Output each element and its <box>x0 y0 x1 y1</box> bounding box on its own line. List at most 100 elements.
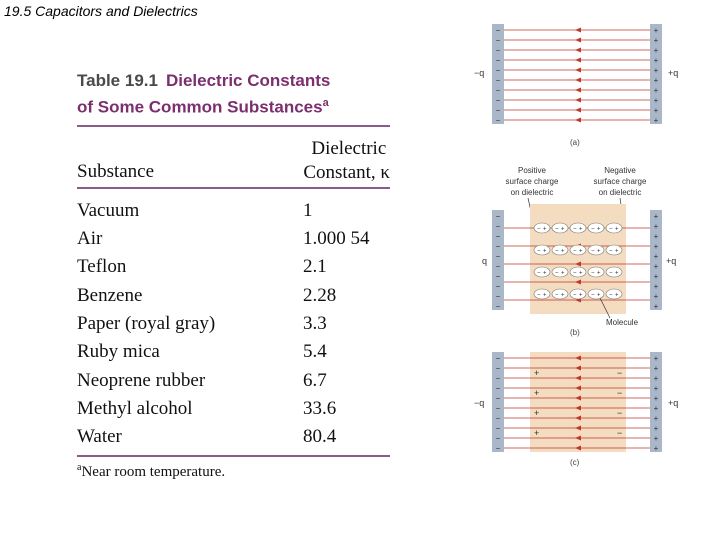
substance-cell: Water <box>77 426 122 448</box>
molecule-plus: + <box>561 293 565 299</box>
minus-sign: − <box>496 86 501 95</box>
molecule <box>533 266 551 278</box>
header-constant-line2: Constant, κ <box>303 161 390 183</box>
minus-sign: − <box>496 404 501 413</box>
substance-cell: Paper (royal gray) <box>77 312 216 334</box>
molecule <box>569 222 587 234</box>
molecule-minus: − <box>609 293 613 299</box>
plus-sign: + <box>654 76 659 85</box>
surface-plus: + <box>534 368 539 378</box>
positive-label-2: surface charge <box>506 177 559 186</box>
surface-plus: + <box>534 408 539 418</box>
plus-sign: + <box>654 46 659 55</box>
table-title-line2: of Some Common Substances <box>77 97 323 117</box>
minus-sign: − <box>496 56 501 65</box>
molecule <box>569 266 587 278</box>
charges-a: − + − + − + − + − + − + − + − + − + − + <box>496 26 659 125</box>
molecule-plus: + <box>597 227 601 233</box>
minus-sign: − <box>496 282 501 291</box>
molecule-plus: + <box>579 249 583 255</box>
molecule <box>533 288 551 300</box>
field-arrow <box>575 445 581 451</box>
molecule-minus: − <box>537 227 541 233</box>
plus-sign: + <box>654 242 659 251</box>
plus-sign: + <box>654 444 659 453</box>
molecule <box>605 244 623 256</box>
surface-plus: + <box>534 428 539 438</box>
table-header: Substance Dielectric Constant, κ <box>77 127 390 185</box>
plus-sign: + <box>654 212 659 221</box>
constant-cell: 5.4 <box>303 341 327 363</box>
plus-sign: + <box>654 302 659 311</box>
field-arrow <box>575 425 581 431</box>
field-arrow <box>575 365 581 371</box>
molecule-minus: − <box>609 271 613 277</box>
negative-label-3: on dielectric <box>599 188 642 197</box>
field-arrow <box>575 415 581 421</box>
field-lines-c <box>504 355 650 451</box>
table-row: Paper (royal gray) 3.3 <box>77 310 390 338</box>
field-arrow <box>575 261 581 267</box>
molecule-plus: + <box>615 249 619 255</box>
plus-sign: + <box>654 56 659 65</box>
label-plus-q-c: +q <box>668 398 678 408</box>
minus-sign: − <box>496 66 501 75</box>
caption-a: (a) <box>570 138 580 147</box>
plus-sign: + <box>654 424 659 433</box>
molecules-b: − + − + − + − + − +− + − + − + − + − +− + − + − + − + − +− + − + − + − + − + <box>533 222 623 300</box>
plus-sign: + <box>654 232 659 241</box>
minus-sign: − <box>496 424 501 433</box>
field-arrow <box>575 87 581 93</box>
molecule-minus: − <box>555 227 559 233</box>
plus-sign: + <box>654 384 659 393</box>
minus-sign: − <box>496 222 501 231</box>
molecule <box>551 288 569 300</box>
constant-cell: 3.3 <box>303 312 327 334</box>
surface-minus: − <box>617 408 622 418</box>
constant-cell: 6.7 <box>303 369 327 391</box>
table-row: Air 1.000 54 <box>77 225 390 253</box>
molecule <box>587 288 605 300</box>
capacitor-dielectric-diagram: − +− +− +− +− +− +− +− +− +− + −q +q (a) Positive … <box>474 24 678 467</box>
minus-sign: − <box>496 394 501 403</box>
substance-cell: Vacuum <box>77 199 140 221</box>
molecule-minus: − <box>591 227 595 233</box>
table-bottom-rule <box>77 455 390 458</box>
label-q-b: q <box>482 256 487 266</box>
molecule-minus: − <box>609 227 613 233</box>
label-minus-q-a: −q <box>474 68 484 78</box>
molecule <box>551 266 569 278</box>
table-row: Benzene 2.28 <box>77 282 390 310</box>
charges-c: − +− +− +− +− +− +− +− +− +− ++ −+ −+ −+ − <box>496 354 659 453</box>
minus-sign: − <box>496 262 501 271</box>
minus-sign: − <box>496 232 501 241</box>
slide-title: 19.5 Capacitors and Dielectrics <box>4 3 198 19</box>
table-footnote: aNear room temperature. <box>77 462 390 481</box>
plus-sign: + <box>654 222 659 231</box>
header-substance: Substance <box>77 160 155 182</box>
field-arrow <box>575 67 581 73</box>
molecule-minus: − <box>537 293 541 299</box>
molecule-minus: − <box>555 293 559 299</box>
plus-sign: + <box>654 252 659 261</box>
surface-minus: − <box>617 428 622 438</box>
minus-sign: − <box>496 302 501 311</box>
minus-sign: − <box>496 444 501 453</box>
table-number: Table 19.1 <box>77 71 158 90</box>
label-plus-q-b: +q <box>666 256 676 266</box>
surface-plus: + <box>534 388 539 398</box>
molecule <box>587 244 605 256</box>
plus-sign: + <box>654 36 659 45</box>
table-body: Vacuum 1 Air 1.000 54 Teflon 2.1 Benzene 2.28 Pa… <box>77 197 390 452</box>
molecule-plus: + <box>579 293 583 299</box>
header-dielectric-constant: Dielectric Constant, κ <box>303 137 390 185</box>
minus-sign: − <box>496 364 501 373</box>
field-arrow <box>575 97 581 103</box>
minus-sign: − <box>496 76 501 85</box>
field-arrow <box>575 405 581 411</box>
table-header-rule <box>77 186 390 189</box>
constant-cell: 1.000 54 <box>303 228 370 250</box>
molecule <box>587 222 605 234</box>
plus-sign: + <box>654 272 659 281</box>
molecule-plus: + <box>597 293 601 299</box>
